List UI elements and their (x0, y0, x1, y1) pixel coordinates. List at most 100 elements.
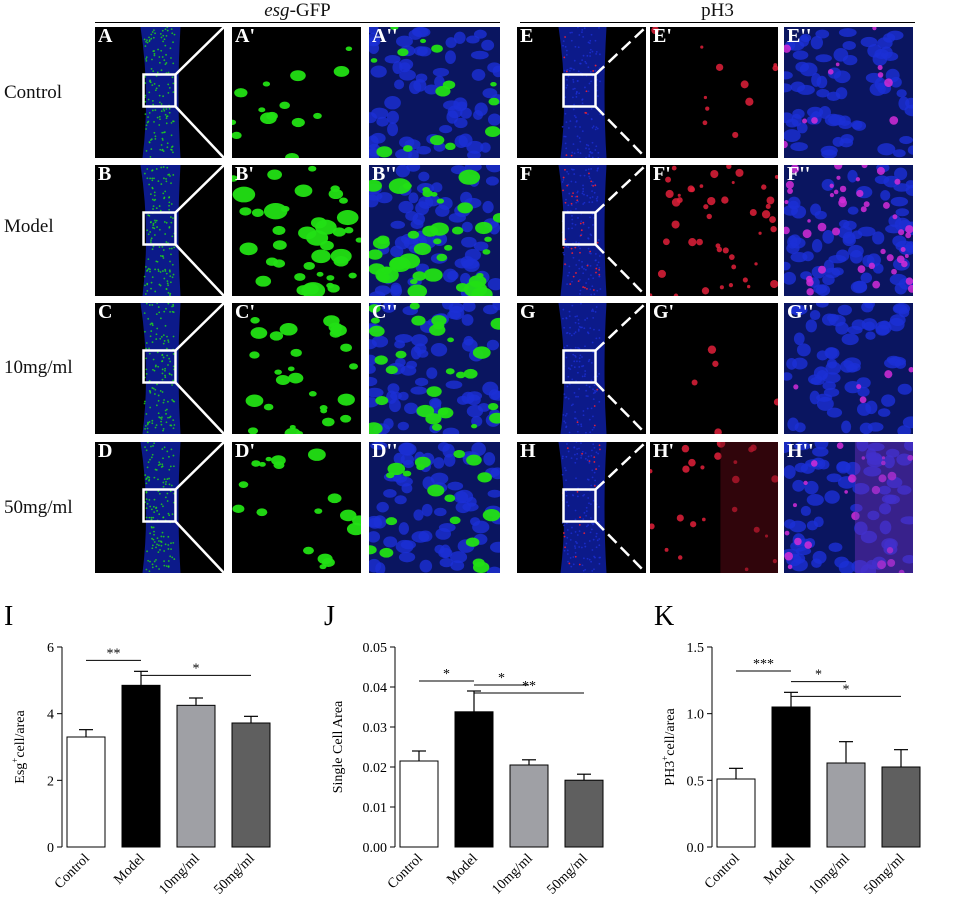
panel-label: D (98, 442, 113, 462)
bar (399, 760, 439, 848)
y-tick-label: 1.5 (687, 641, 705, 656)
x-tick-label: Control (52, 851, 93, 892)
significance-label: * (815, 668, 822, 683)
micrograph-panel-c: C (95, 303, 224, 434)
micrograph-image (784, 27, 913, 158)
micrograph-panel-hp: H' (650, 442, 778, 573)
row-label-10mg: 10mg/ml (4, 357, 73, 378)
significance-label: * (498, 671, 505, 686)
y-tick-label: 6 (47, 641, 54, 656)
micrograph-panel-d: D (95, 442, 224, 573)
y-axis-label: Single Cell Area (331, 700, 346, 793)
micrograph-image (369, 303, 500, 434)
bar (826, 762, 866, 848)
panel-label: B (98, 165, 112, 185)
significance-label: ** (522, 679, 536, 694)
x-tick-label: 50mg/ml (861, 851, 907, 897)
micrograph-image (650, 303, 778, 434)
row-label-model: Model (4, 216, 54, 237)
micrograph-panel-ep: E' (650, 27, 778, 158)
micrograph-image (232, 303, 361, 434)
row-label-50mg: 50mg/ml (4, 497, 73, 518)
bar (176, 704, 216, 848)
micrograph-panel-dp: D' (232, 442, 361, 573)
micrograph-image (232, 165, 361, 296)
panel-label: A' (235, 27, 255, 47)
panel-label: F' (653, 165, 671, 185)
panel-label: B'' (372, 165, 397, 185)
bar (716, 778, 756, 848)
chart-i-svg: I 0 2 4 6 Esg+cell/area Control Model 10mg/ml 50m… (4, 601, 271, 898)
y-tick-label: 0.05 (363, 641, 388, 656)
x-tick-label: Model (761, 851, 798, 888)
micrograph-image (650, 165, 778, 296)
micrograph-image (95, 442, 224, 573)
micrograph-panel-app: A'' (369, 27, 500, 158)
y-tick-label: 0.02 (363, 761, 388, 776)
bar (231, 722, 271, 848)
panel-label: A'' (372, 27, 398, 47)
header-esg-underline (95, 22, 500, 23)
micrograph-panel-bpp: B'' (369, 165, 500, 296)
micrograph-panel-hpp: H'' (784, 442, 913, 573)
micrograph-panel-fpp: F'' (784, 165, 913, 296)
graph-j: J 0.00 0.01 0.02 0.03 0.04 0.05 Single Cell Are… (320, 601, 650, 916)
panel-label: C' (235, 303, 255, 323)
y-tick-label: 0 (47, 841, 54, 856)
micrograph-image (369, 165, 500, 296)
x-tick-label: Model (111, 851, 148, 888)
micrograph-panel-bp: B' (232, 165, 361, 296)
significance-label: * (193, 661, 200, 676)
bar (771, 706, 811, 848)
header-esg-italic: esg (264, 0, 290, 21)
x-tick-label: 50mg/ml (544, 851, 590, 897)
panel-label: E'' (787, 27, 812, 47)
bar (509, 764, 549, 848)
y-axis-label: Esg+cell/area (10, 709, 28, 783)
x-tick-label: 10mg/ml (156, 851, 202, 897)
y-tick-label: 0.03 (363, 721, 388, 736)
panel-label: G' (653, 303, 675, 323)
panel-label: A (98, 27, 113, 47)
micrograph-image (517, 442, 646, 573)
micrograph-image (232, 442, 361, 573)
micrograph-panel-f: F (517, 165, 646, 296)
micrograph-image (95, 27, 224, 158)
micrograph-image (95, 303, 224, 434)
significance-label: * (443, 667, 450, 682)
micrograph-image (369, 27, 500, 158)
panel-label: E' (653, 27, 672, 47)
micrograph-panel-cp: C' (232, 303, 361, 434)
bar (881, 766, 921, 848)
micrograph-panel-e: E (517, 27, 646, 158)
y-tick-label: 1.0 (687, 708, 705, 723)
micrograph-image (650, 442, 778, 573)
panel-label: H'' (787, 442, 814, 462)
y-tick-label: 0.04 (363, 681, 388, 696)
y-axis-label: PH3+cell/area (660, 708, 678, 786)
panel-label: G'' (787, 303, 814, 323)
x-tick-label: 10mg/ml (489, 851, 535, 897)
bar (564, 779, 604, 848)
header-gfp-suffix: -GFP (289, 0, 331, 21)
panel-label: F (520, 165, 533, 185)
panel-label: D' (235, 442, 255, 462)
header-esg-gfp: esg-GFP (95, 0, 500, 22)
significance-label: ** (107, 646, 121, 661)
chart-panel-letter: I (4, 605, 13, 632)
panel-label: C'' (372, 303, 398, 323)
graph-k: K 0.0 0.5 1.0 1.5 PH3+cell/area Control Model 10… (650, 601, 962, 916)
y-tick-label: 0.00 (363, 841, 388, 856)
y-tick-label: 2 (47, 774, 54, 789)
micrograph-image (369, 442, 500, 573)
micrograph-image (650, 27, 778, 158)
y-tick-label: 0.5 (687, 774, 705, 789)
significance-label: *** (753, 657, 774, 672)
y-tick-label: 0.0 (687, 841, 705, 856)
chart-panel-letter: K (654, 605, 674, 632)
x-tick-label: 50mg/ml (211, 851, 257, 897)
panel-label: H (520, 442, 536, 462)
header-ph3: pH3 (701, 0, 734, 21)
x-tick-label: Control (702, 851, 743, 892)
y-tick-label: 0.01 (363, 801, 388, 816)
